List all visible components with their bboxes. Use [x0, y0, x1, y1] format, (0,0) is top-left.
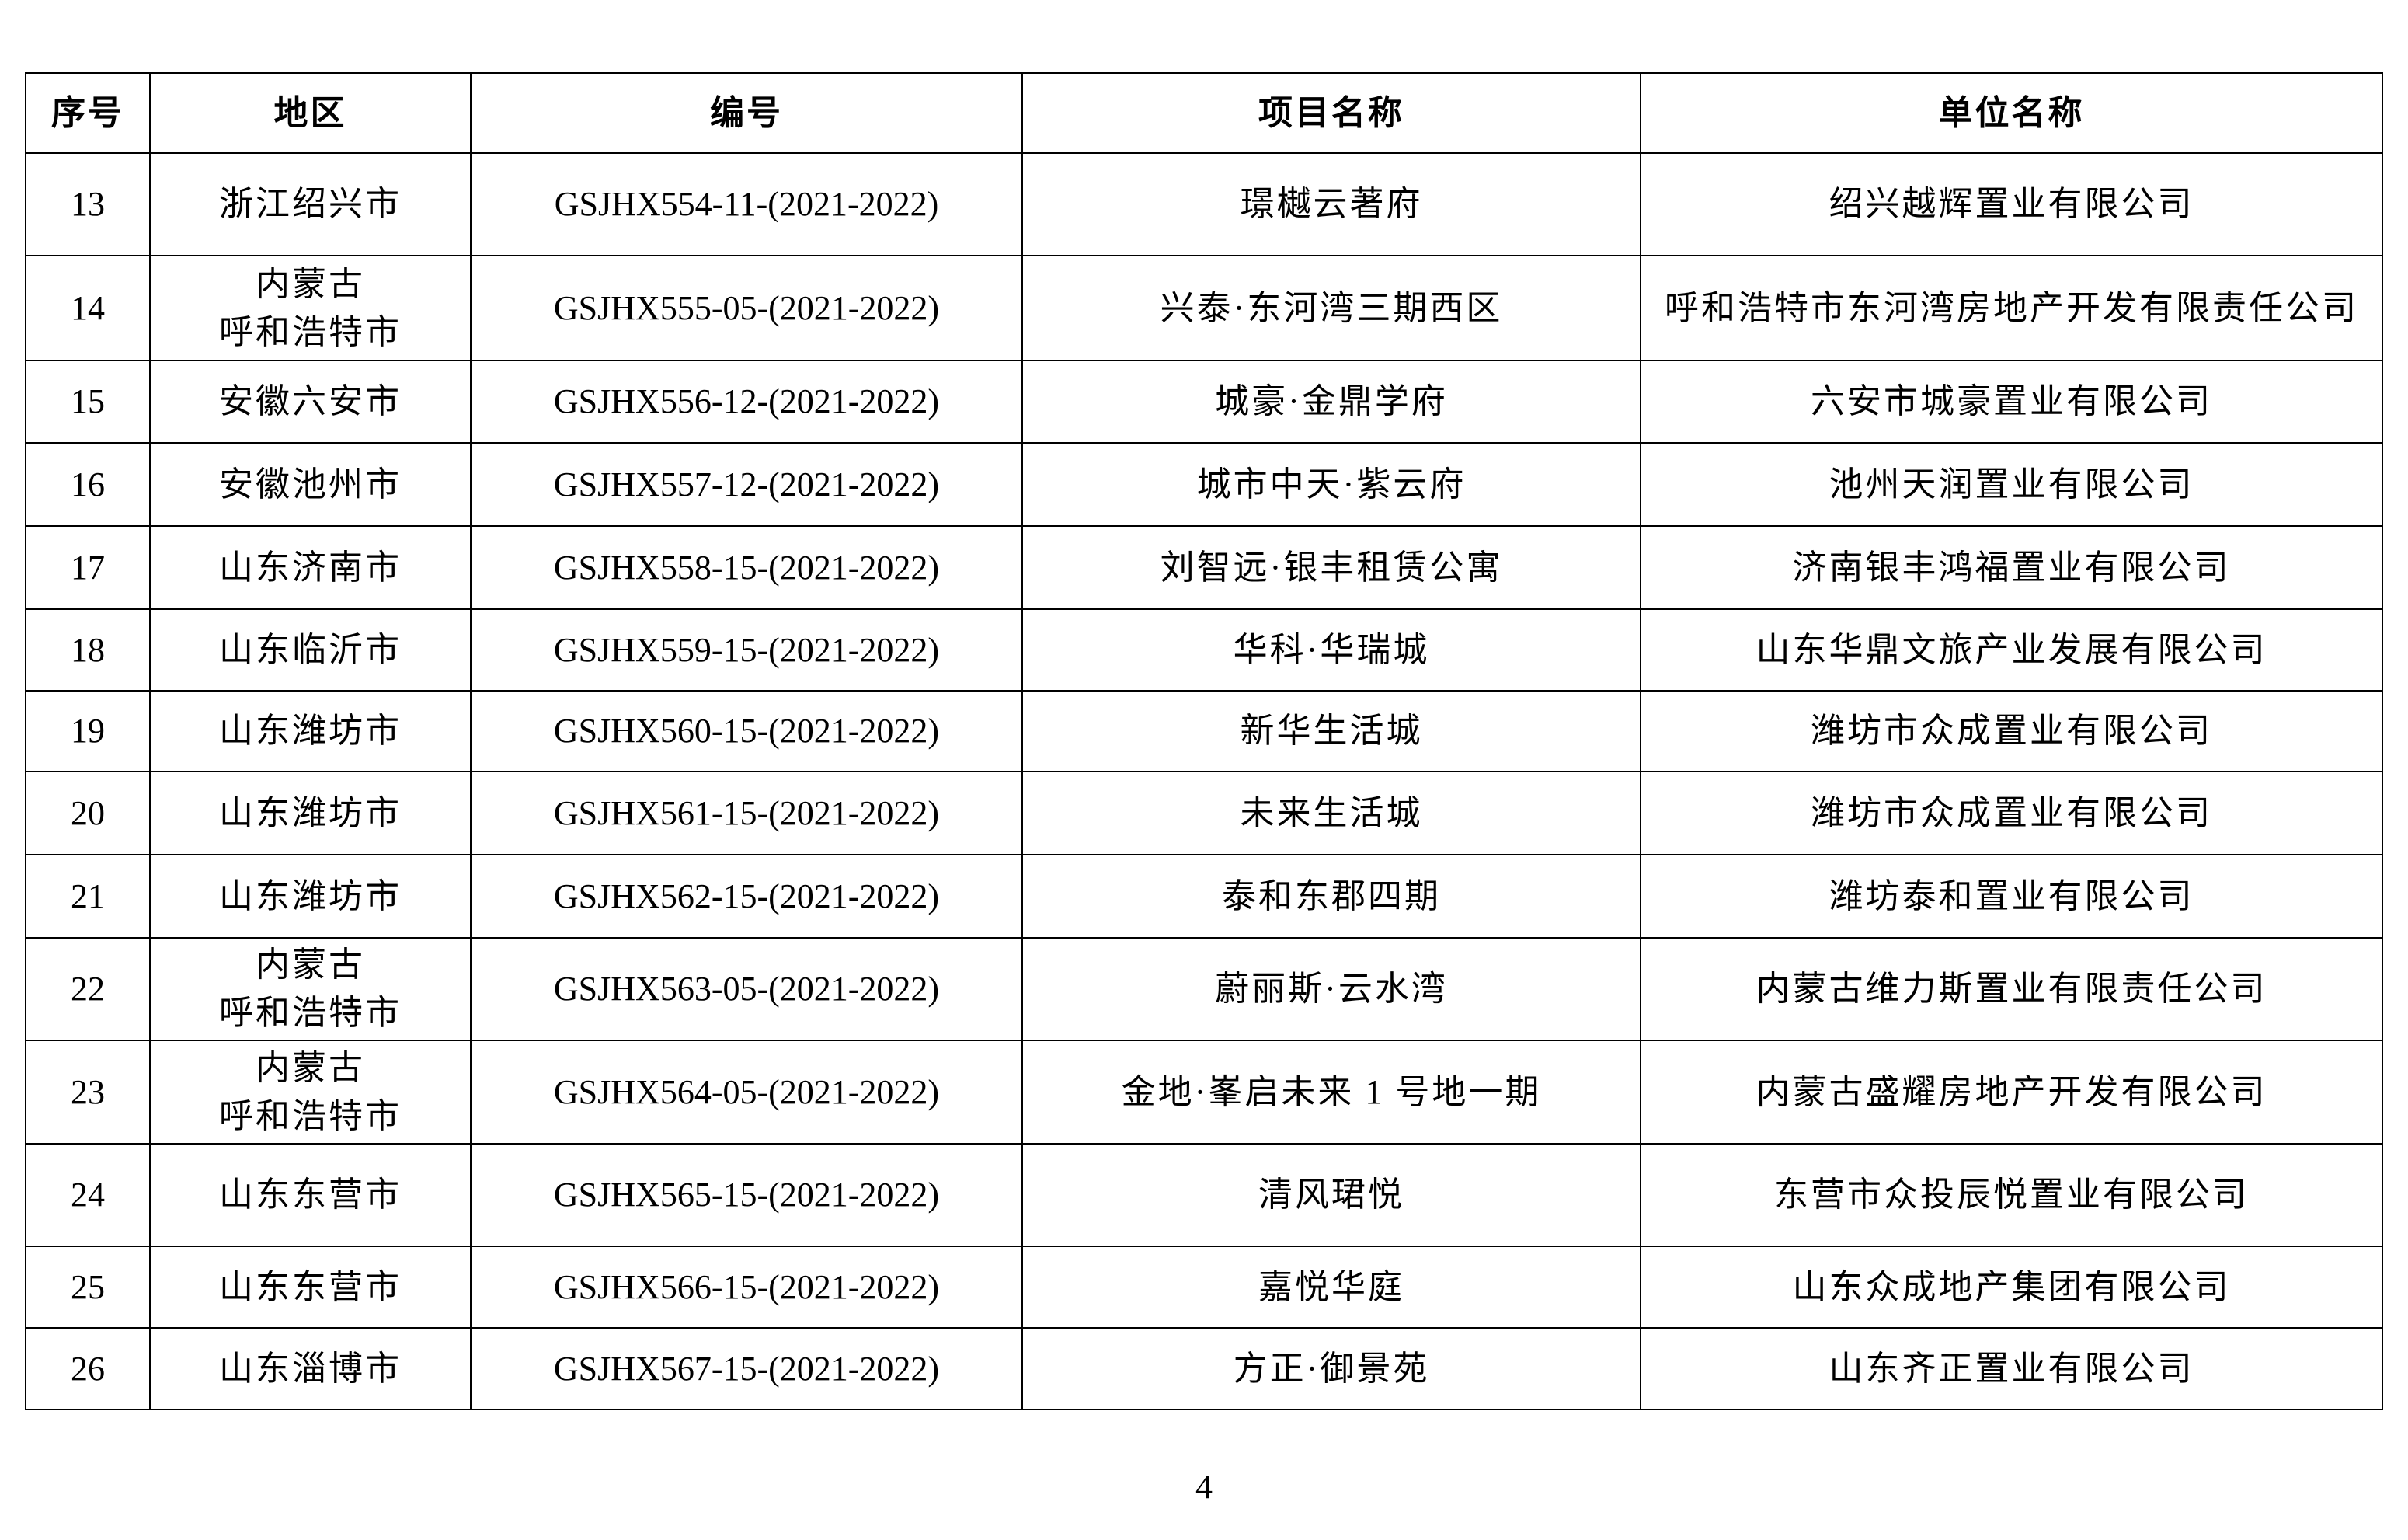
project-name-cell: 兴泰·东河湾三期西区 [1021, 255, 1641, 361]
project-name-cell: 方正·御景苑 [1021, 1327, 1641, 1410]
company-name-cell: 绍兴越辉置业有限公司 [1640, 152, 2383, 256]
row-number: 16 [25, 442, 151, 527]
code-cell: GSJHX557-12-(2021-2022) [470, 442, 1023, 527]
project-name-cell: 新华生活城 [1021, 690, 1641, 772]
company-name-cell: 东营市众投辰悦置业有限公司 [1640, 1143, 2383, 1247]
region-cell: 山东东营市 [149, 1246, 472, 1329]
table-row: 15 安徽六安市 GSJHX556-12-(2021-2022) 城豪·金鼎学府 六安市… [25, 360, 2383, 444]
code-cell: GSJHX562-15-(2021-2022) [470, 854, 1023, 939]
region-cell: 内蒙古 呼和浩特市 [149, 255, 472, 361]
table-row: 21 山东潍坊市 GSJHX562-15-(2021-2022) 泰和东郡四期 潍坊泰和… [25, 854, 2383, 939]
project-name-cell: 泰和东郡四期 [1021, 854, 1641, 939]
region-cell: 安徽池州市 [149, 442, 472, 527]
row-number: 23 [25, 1040, 151, 1145]
region-cell: 内蒙古 呼和浩特市 [149, 1040, 472, 1145]
code-cell: GSJHX563-05-(2021-2022) [470, 937, 1023, 1041]
company-name-cell: 内蒙古维力斯置业有限责任公司 [1640, 937, 2383, 1041]
project-list-table: 序号 地区 编号 项目名称 单位名称 13 浙江绍兴市 GSJHX554-11-(2… [25, 72, 2383, 1410]
table-row: 16 安徽池州市 GSJHX557-12-(2021-2022) 城市中天·紫云府 池州… [25, 442, 2383, 527]
row-number: 18 [25, 608, 151, 692]
code-cell: GSJHX559-15-(2021-2022) [470, 608, 1023, 692]
table-row: 23 内蒙古 呼和浩特市 GSJHX564-05-(2021-2022) 金地·峯启未… [25, 1040, 2383, 1145]
company-name-cell: 潍坊市众成置业有限公司 [1640, 690, 2383, 772]
table-row: 20 山东潍坊市 GSJHX561-15-(2021-2022) 未来生活城 潍坊市众成… [25, 771, 2383, 855]
company-name-cell: 山东齐正置业有限公司 [1640, 1327, 2383, 1410]
code-cell: GSJHX561-15-(2021-2022) [470, 771, 1023, 855]
region-cell: 山东潍坊市 [149, 771, 472, 855]
table-row: 18 山东临沂市 GSJHX559-15-(2021-2022) 华科·华瑞城 山东华鼎… [25, 608, 2383, 692]
table-row: 25 山东东营市 GSJHX566-15-(2021-2022) 嘉悦华庭 山东众成地产… [25, 1246, 2383, 1329]
region-cell: 内蒙古 呼和浩特市 [149, 937, 472, 1041]
project-name-cell: 蔚丽斯·云水湾 [1021, 937, 1641, 1041]
region-cell: 安徽六安市 [149, 360, 472, 444]
table-row: 14 内蒙古 呼和浩特市 GSJHX555-05-(2021-2022) 兴泰·东河湾… [25, 255, 2383, 361]
company-name-cell: 内蒙古盛耀房地产开发有限公司 [1640, 1040, 2383, 1145]
company-name-cell: 池州天润置业有限公司 [1640, 442, 2383, 527]
row-number: 26 [25, 1327, 151, 1410]
row-number: 19 [25, 690, 151, 772]
project-name-cell: 城市中天·紫云府 [1021, 442, 1641, 527]
header-code: 编号 [470, 72, 1023, 154]
project-name-cell: 华科·华瑞城 [1021, 608, 1641, 692]
row-number: 15 [25, 360, 151, 444]
code-cell: GSJHX566-15-(2021-2022) [470, 1246, 1023, 1329]
project-name-cell: 城豪·金鼎学府 [1021, 360, 1641, 444]
row-number: 17 [25, 525, 151, 610]
region-cell: 山东潍坊市 [149, 854, 472, 939]
row-number: 24 [25, 1143, 151, 1247]
table-row: 19 山东潍坊市 GSJHX560-15-(2021-2022) 新华生活城 潍坊市众成… [25, 690, 2383, 772]
project-name-cell: 刘智远·银丰租赁公寓 [1021, 525, 1641, 610]
project-name-cell: 嘉悦华庭 [1021, 1246, 1641, 1329]
code-cell: GSJHX558-15-(2021-2022) [470, 525, 1023, 610]
project-name-cell: 未来生活城 [1021, 771, 1641, 855]
company-name-cell: 潍坊市众成置业有限公司 [1640, 771, 2383, 855]
region-cell: 山东济南市 [149, 525, 472, 610]
region-cell: 山东潍坊市 [149, 690, 472, 772]
project-name-cell: 金地·峯启未来 1 号地一期 [1021, 1040, 1641, 1145]
page-number: 4 [1195, 1468, 1213, 1506]
row-number: 25 [25, 1246, 151, 1329]
company-name-cell: 山东众成地产集团有限公司 [1640, 1246, 2383, 1329]
company-name-cell: 呼和浩特市东河湾房地产开发有限责任公司 [1640, 255, 2383, 361]
code-cell: GSJHX555-05-(2021-2022) [470, 255, 1023, 361]
code-cell: GSJHX556-12-(2021-2022) [470, 360, 1023, 444]
table-row: 24 山东东营市 GSJHX565-15-(2021-2022) 清风珺悦 东营市众投辰… [25, 1143, 2383, 1247]
region-cell: 山东临沂市 [149, 608, 472, 692]
row-number: 21 [25, 854, 151, 939]
table-row: 17 山东济南市 GSJHX558-15-(2021-2022) 刘智远·银丰租赁公寓… [25, 525, 2383, 610]
region-cell: 山东淄博市 [149, 1327, 472, 1410]
code-cell: GSJHX567-15-(2021-2022) [470, 1327, 1023, 1410]
company-name-cell: 山东华鼎文旅产业发展有限公司 [1640, 608, 2383, 692]
project-name-cell: 清风珺悦 [1021, 1143, 1641, 1247]
row-number: 13 [25, 152, 151, 256]
header-company: 单位名称 [1640, 72, 2383, 154]
row-number: 14 [25, 255, 151, 361]
header-project: 项目名称 [1021, 72, 1641, 154]
project-name-cell: 璟樾云著府 [1021, 152, 1641, 256]
code-cell: GSJHX560-15-(2021-2022) [470, 690, 1023, 772]
header-no: 序号 [25, 72, 151, 154]
code-cell: GSJHX554-11-(2021-2022) [470, 152, 1023, 256]
table-row: 13 浙江绍兴市 GSJHX554-11-(2021-2022) 璟樾云著府 绍兴越辉置… [25, 152, 2383, 256]
company-name-cell: 济南银丰鸿福置业有限公司 [1640, 525, 2383, 610]
table-row: 22 内蒙古 呼和浩特市 GSJHX563-05-(2021-2022) 蔚丽斯·云水… [25, 937, 2383, 1041]
header-region: 地区 [149, 72, 472, 154]
row-number: 22 [25, 937, 151, 1041]
table-header-row: 序号 地区 编号 项目名称 单位名称 [25, 72, 2383, 154]
row-number: 20 [25, 771, 151, 855]
code-cell: GSJHX565-15-(2021-2022) [470, 1143, 1023, 1247]
company-name-cell: 潍坊泰和置业有限公司 [1640, 854, 2383, 939]
region-cell: 浙江绍兴市 [149, 152, 472, 256]
code-cell: GSJHX564-05-(2021-2022) [470, 1040, 1023, 1145]
company-name-cell: 六安市城豪置业有限公司 [1640, 360, 2383, 444]
region-cell: 山东东营市 [149, 1143, 472, 1247]
table-row: 26 山东淄博市 GSJHX567-15-(2021-2022) 方正·御景苑 山东齐正… [25, 1327, 2383, 1410]
